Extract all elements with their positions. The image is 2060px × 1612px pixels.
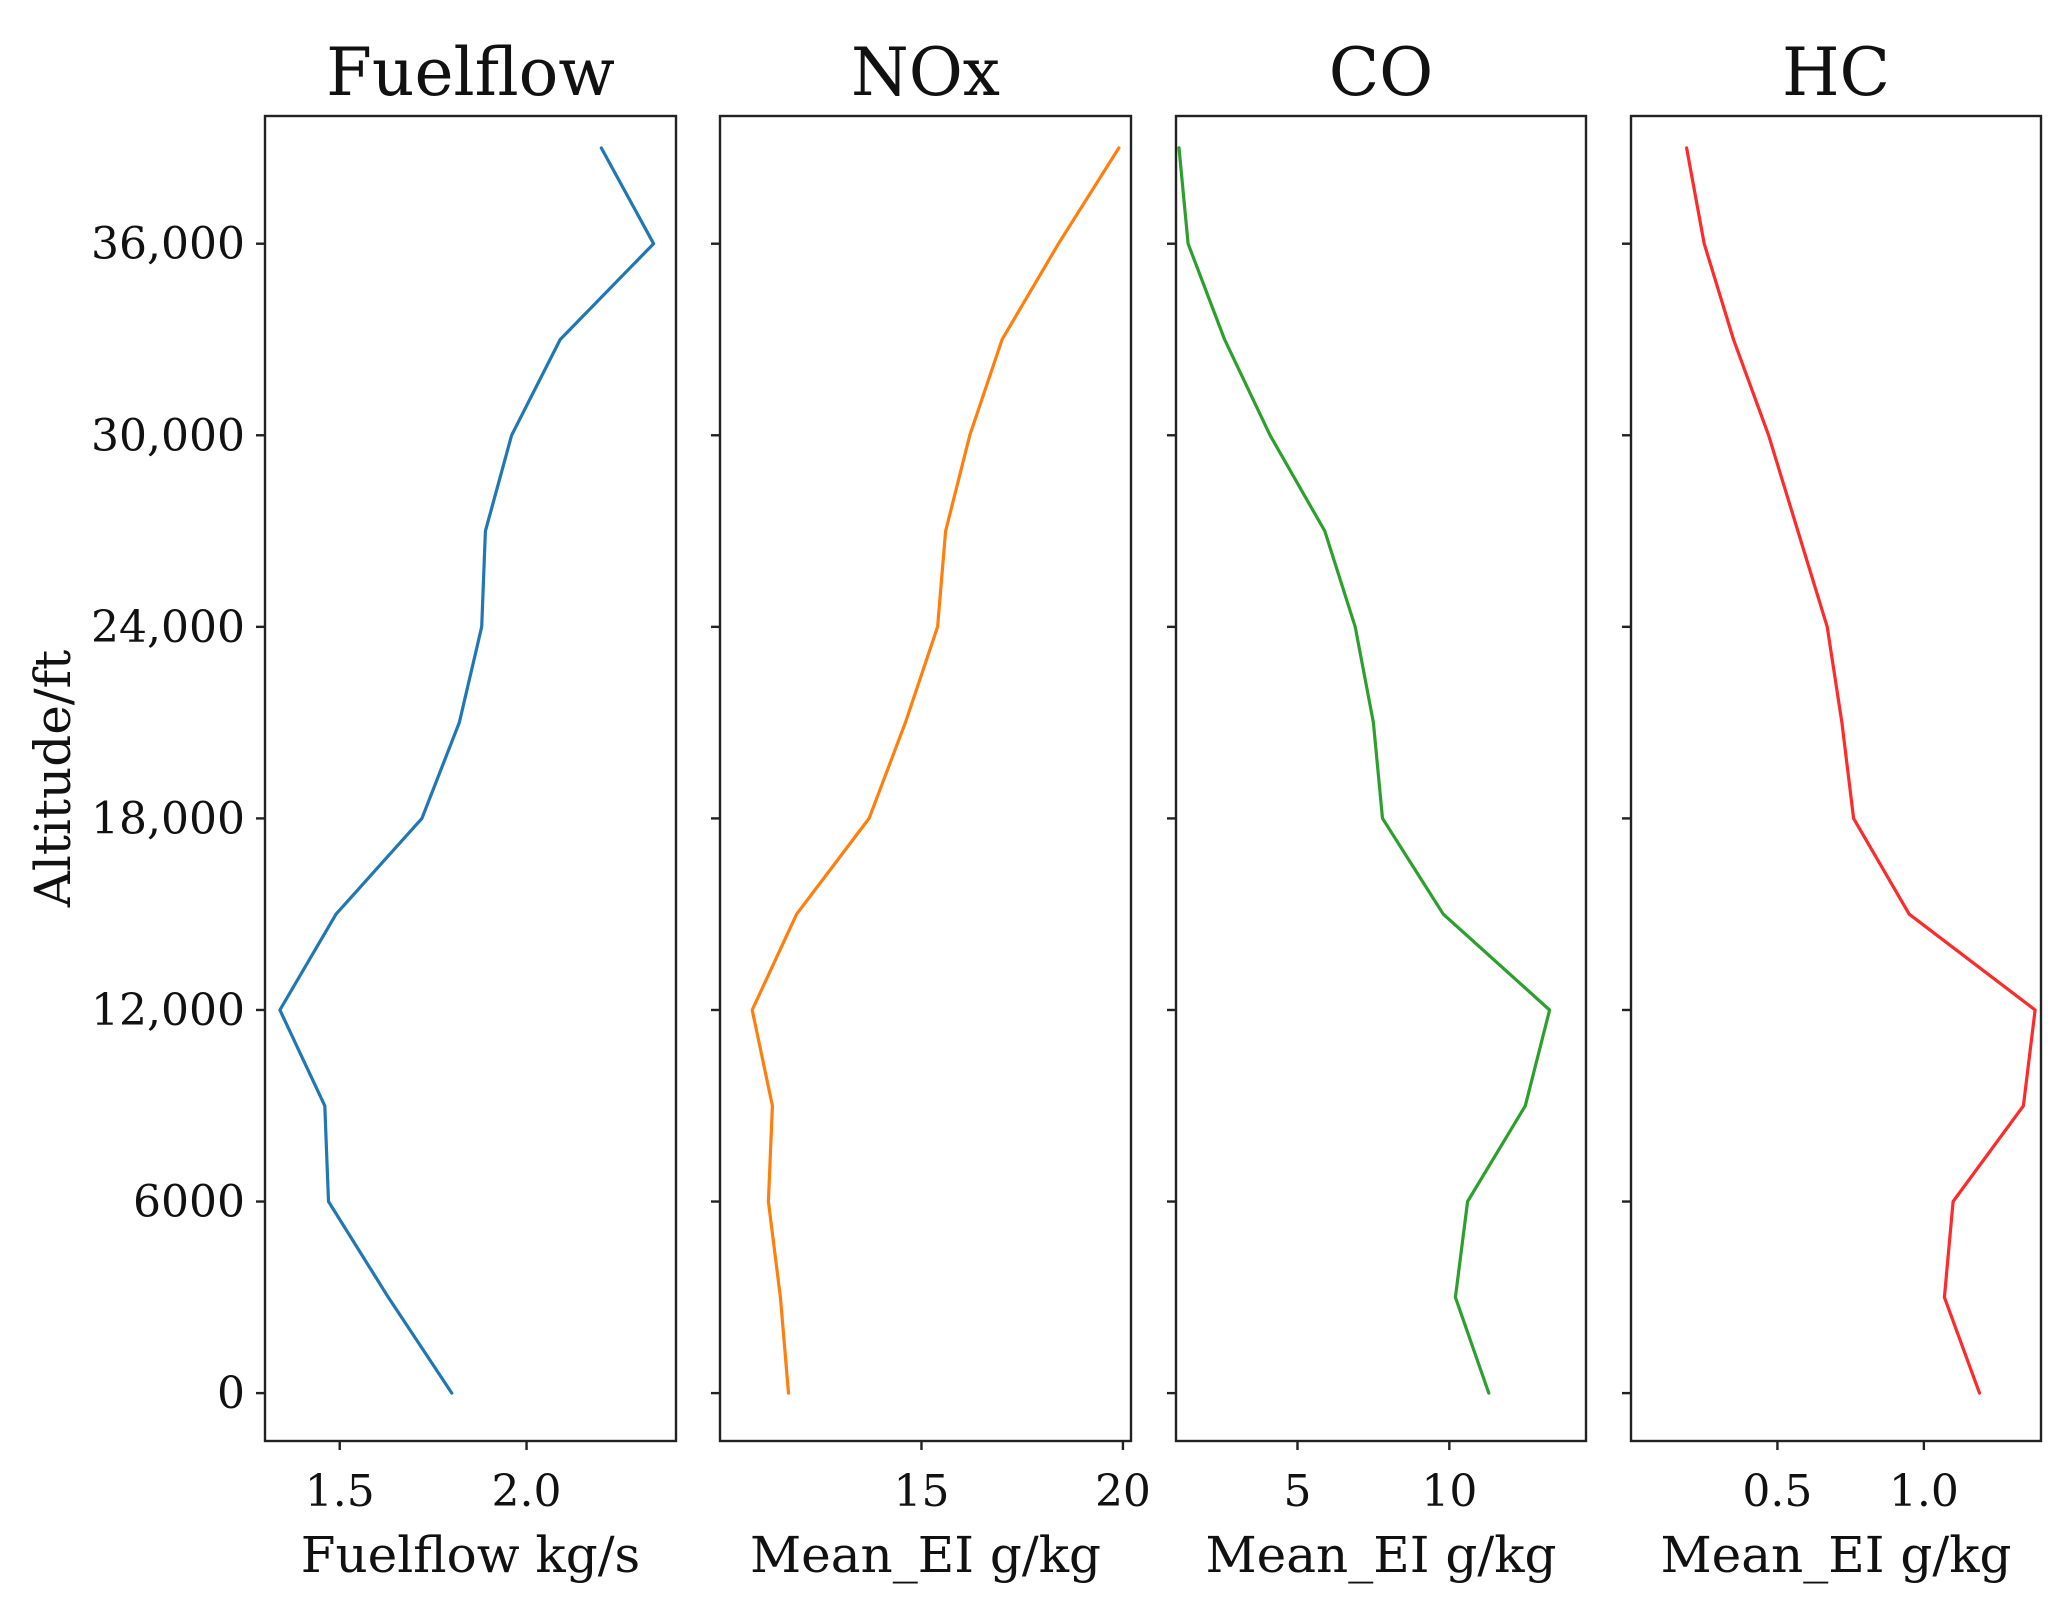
x-tick-label: 1.0 bbox=[1889, 1466, 1959, 1517]
x-axis-label: Mean_EI g/kg bbox=[1205, 1526, 1556, 1584]
plot-frame bbox=[718, 114, 1133, 1443]
y-tick-label: 30,000 bbox=[91, 410, 245, 461]
x-axis-label: Mean_EI g/kg bbox=[750, 1526, 1101, 1584]
x-tick-label: 10 bbox=[1421, 1466, 1477, 1517]
y-axis-label: Altitude/ft bbox=[24, 650, 82, 909]
x-tick-label: 5 bbox=[1283, 1466, 1311, 1517]
hc-series-line bbox=[1684, 146, 2037, 1395]
x-axis-label: Mean_EI g/kg bbox=[1660, 1526, 2011, 1584]
chart-panels: Fuelflow 1.5 2.0 Fuelflow kg/s NOx 15 20 Mean_E… bbox=[256, 34, 2043, 1584]
y-tick-label: 24,000 bbox=[91, 602, 245, 653]
panel-title: NOx bbox=[851, 34, 1000, 111]
y-tick-label: 6000 bbox=[133, 1177, 245, 1228]
x-tick-label: 20 bbox=[1095, 1466, 1151, 1517]
fuelflow-series-line bbox=[278, 146, 656, 1395]
co-series-line bbox=[1177, 146, 1552, 1395]
x-tick-label: 1.5 bbox=[305, 1466, 375, 1517]
plot-frame bbox=[1629, 114, 2043, 1443]
x-axis-label: Fuelflow kg/s bbox=[301, 1526, 640, 1584]
nox-series-line bbox=[750, 146, 1121, 1395]
y-tick-label: 0 bbox=[217, 1368, 245, 1419]
panel-hc: HC 0.5 1.0 Mean_EI g/kg bbox=[1622, 34, 2043, 1584]
y-tick-label: 18,000 bbox=[91, 793, 245, 844]
plot-frame bbox=[1174, 114, 1588, 1443]
x-tick-label: 2.0 bbox=[492, 1466, 562, 1517]
x-tick-label: 0.5 bbox=[1742, 1466, 1812, 1517]
panel-title: HC bbox=[1782, 34, 1890, 111]
panel-fuelflow: Fuelflow 1.5 2.0 Fuelflow kg/s bbox=[256, 34, 678, 1584]
y-tick-label: 36,000 bbox=[91, 219, 245, 270]
x-tick-label: 15 bbox=[893, 1466, 949, 1517]
panel-co: CO 5 10 Mean_EI g/kg bbox=[1167, 34, 1588, 1584]
y-axis-ticks: 0 6000 12,000 18,000 24,000 30,000 36,000 bbox=[91, 219, 245, 1419]
plot-frame bbox=[263, 114, 678, 1443]
panel-title: CO bbox=[1329, 34, 1434, 111]
panel-title: Fuelflow bbox=[326, 34, 615, 111]
panel-nox: NOx 15 20 Mean_EI g/kg bbox=[711, 34, 1151, 1584]
y-tick-label: 12,000 bbox=[91, 985, 245, 1036]
